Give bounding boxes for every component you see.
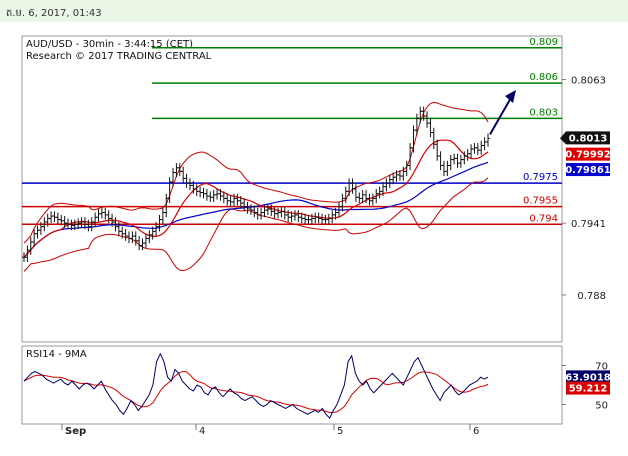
ma-slow-line [23,161,489,258]
rsi-ma-box [566,381,610,395]
y-tick-label: 0.7941 [571,219,606,230]
timestamp: ត.ម. 6, 2017, 01:43 [6,8,102,19]
rsi-ma-line [23,371,489,413]
top-bar: ត.ម. 6, 2017, 01:43 [0,0,628,22]
rsi-ma-text: 59.212 [569,384,608,395]
level-label: 0.7975 [523,172,558,183]
main-panel-frame [21,35,563,343]
rsi-tick-label: 70 [595,362,608,373]
x-tick-label: 5 [337,426,343,437]
x-tick-label: Sep [65,426,86,437]
rsi-value-text: 63.9018 [565,372,611,383]
ma-fast-line [23,139,489,258]
x-tick-label: 4 [199,426,205,437]
y-tick-label: 0.788 [577,291,606,302]
level-label: 0.794 [529,213,558,224]
ma-slow-text: 0.79861 [565,165,611,176]
level-label: 0.803 [529,107,558,118]
ma-fast-box [566,147,610,161]
y-tick-label: 0.8063 [571,76,606,87]
rsi-panel-frame [21,345,563,425]
level-label: 0.7955 [523,196,558,207]
projection-arrowhead [505,90,516,103]
bollinger-lower [23,177,489,272]
projection-arrow [489,95,513,135]
level-label: 0.809 [529,37,558,48]
level-label: 0.806 [529,72,558,83]
x-tick-label: 6 [473,426,479,437]
chart-subtitle: Research © 2017 TRADING CENTRAL [26,51,212,62]
bollinger-upper [23,101,489,244]
ma-slow-box [566,163,610,177]
chart-title: AUD/USD - 30min - 3:44:15 (CET) [26,39,193,50]
last-price-text: 0.8013 [569,133,608,144]
rsi-line [23,352,489,419]
last-price-box [560,131,610,145]
ma-fast-text: 0.79992 [565,150,611,161]
rsi-value-box [566,370,610,384]
rsi-tick-label: 50 [595,401,608,412]
rsi-title: RSI14 - 9MA [26,349,87,360]
